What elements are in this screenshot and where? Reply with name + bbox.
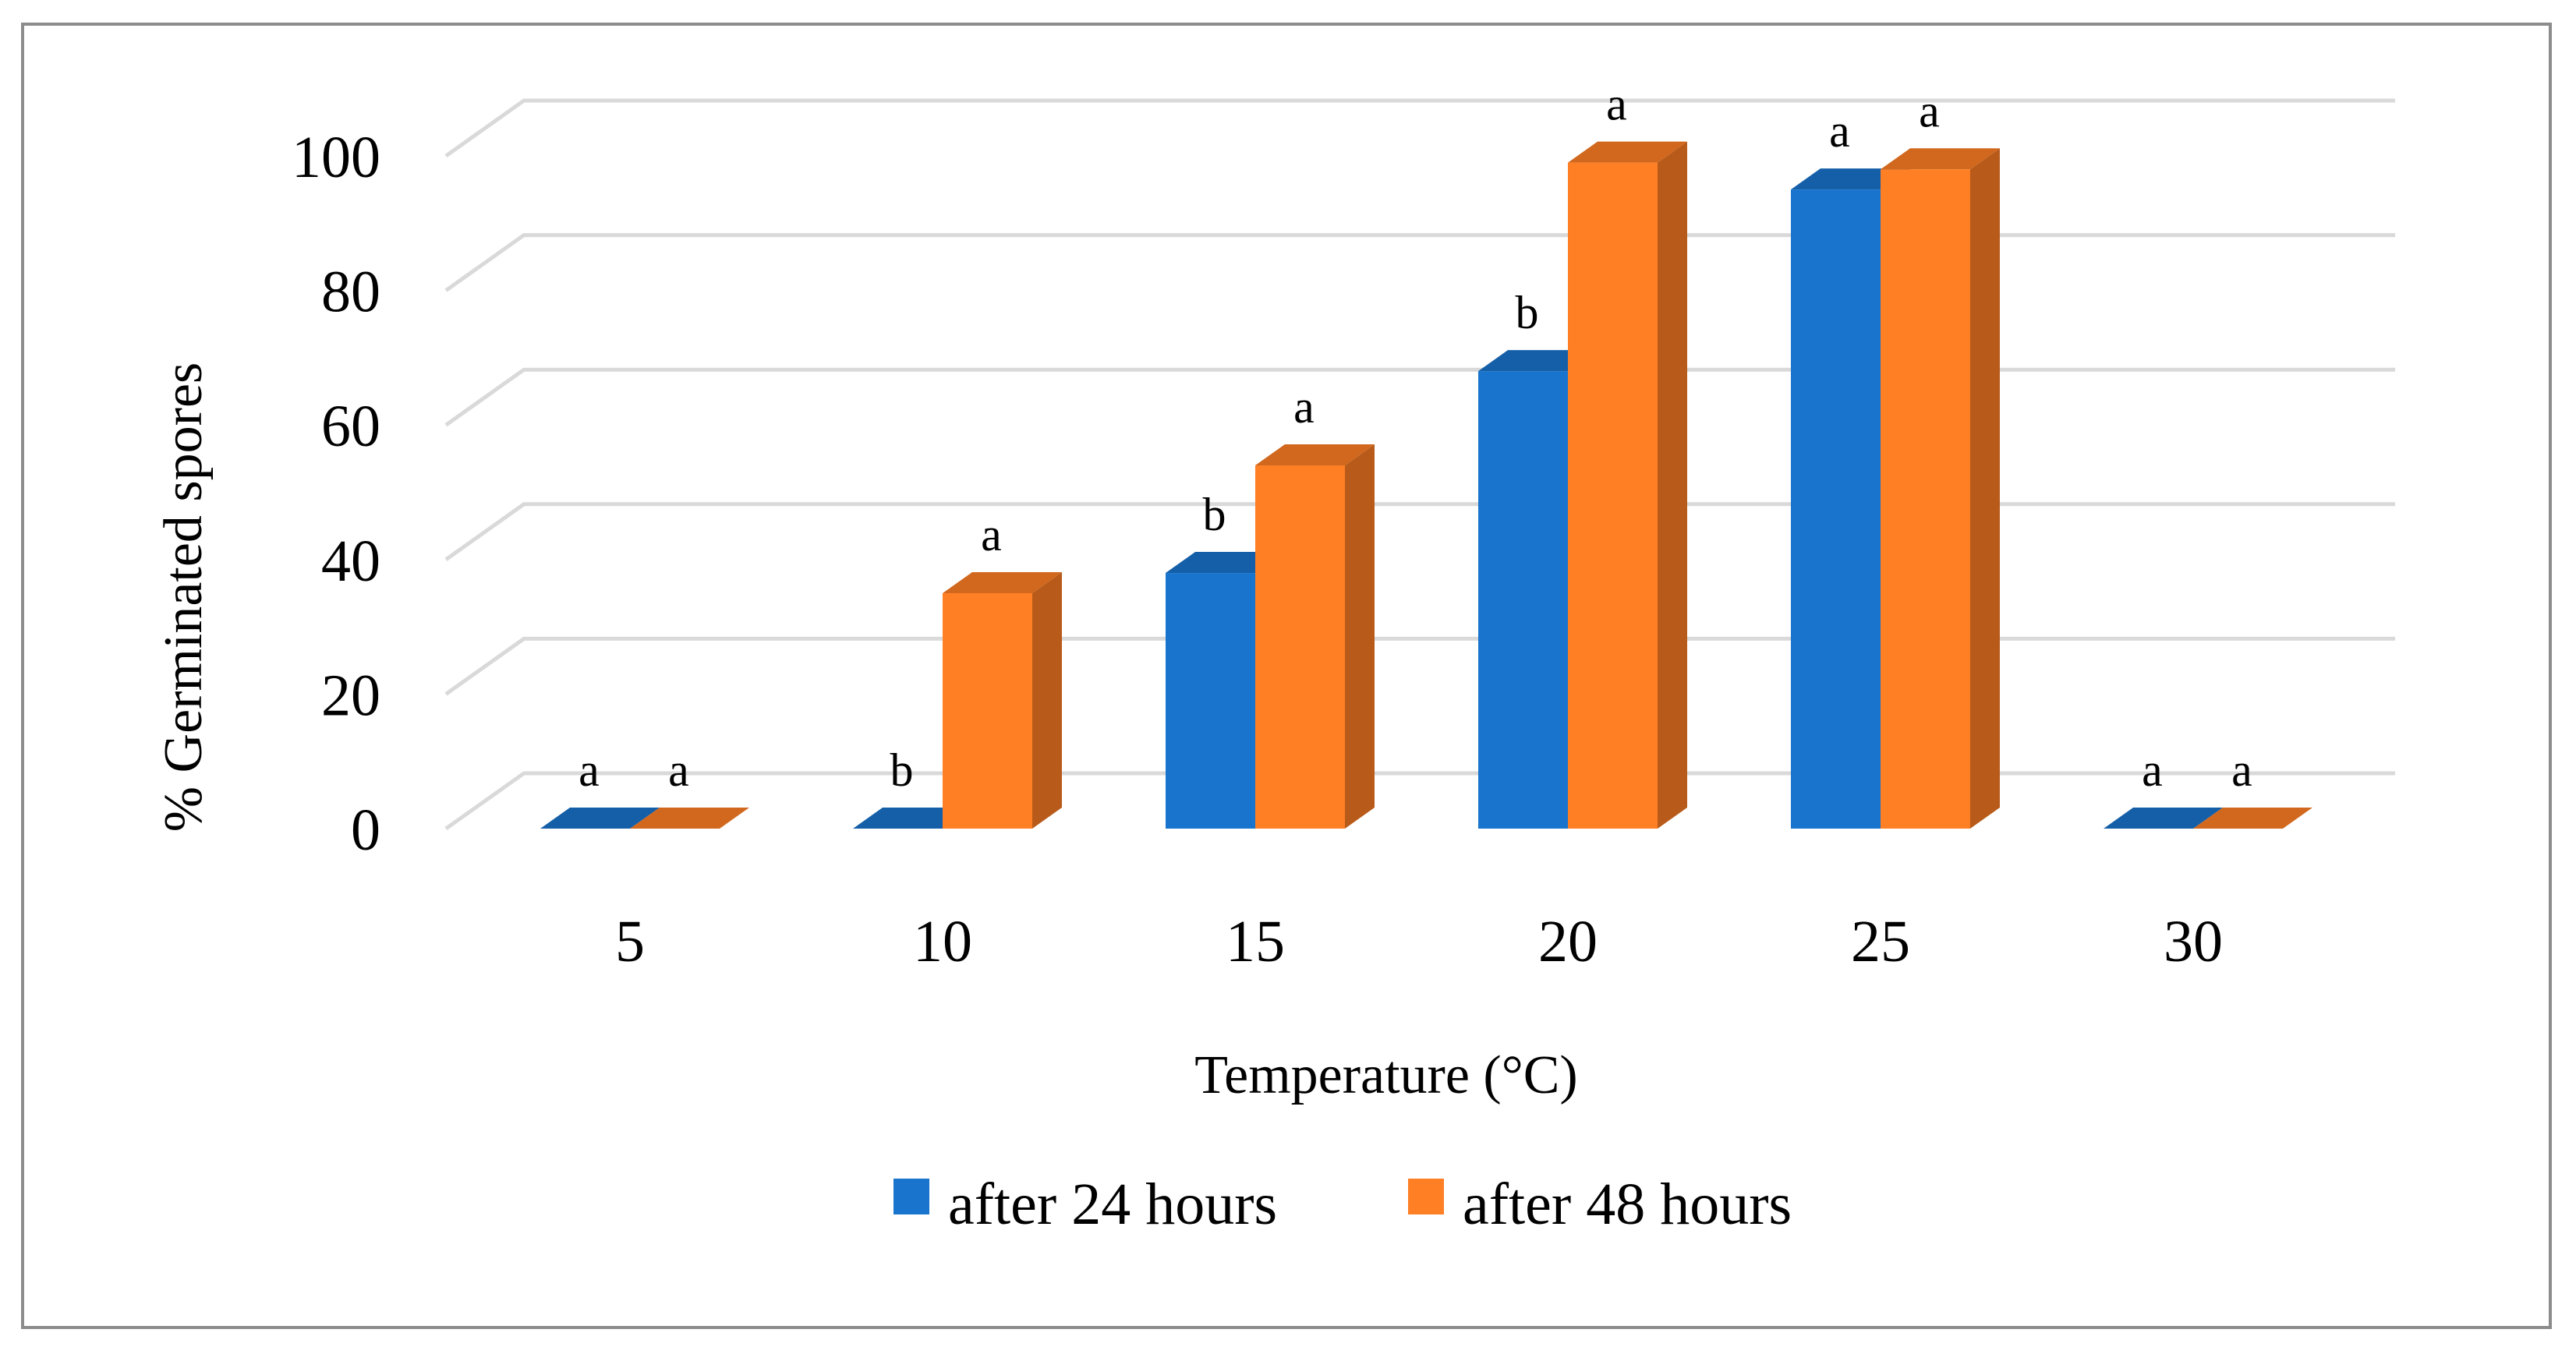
x-tick-label-25: 25 [1851, 909, 1910, 974]
significance-label: a [579, 744, 600, 796]
gridline [444, 771, 2395, 831]
legend-label-48h: after 48 hours [1463, 1172, 1792, 1237]
bar-after-24-hours-10 [853, 808, 972, 829]
significance-label: a [2142, 744, 2163, 796]
gridline [444, 502, 2395, 561]
bar-after-48-hours-10 [943, 571, 1062, 829]
gridline [444, 636, 2395, 696]
bar-after-24-hours-30 [2104, 808, 2223, 829]
bars [540, 141, 2312, 829]
x-axis-categories: 5 10 15 20 25 30 [615, 909, 2223, 974]
significance-label: b [890, 744, 914, 796]
significance-label: b [1516, 287, 1539, 338]
y-tick-label: 20 [321, 663, 380, 728]
significance-label: a [1829, 105, 1850, 157]
y-tick-label: 80 [321, 260, 380, 325]
y-axis-title: % Germinated spores [154, 362, 214, 833]
gridline [444, 98, 2395, 158]
x-axis-title: Temperature (°C) [1194, 1045, 1577, 1105]
bar-after-48-hours-25 [1881, 148, 2000, 829]
x-tick-label-5: 5 [615, 909, 645, 974]
significance-label: a [1919, 85, 1940, 136]
bar-after-48-hours-5 [630, 808, 749, 829]
y-axis-ticks: 0 20 40 60 80 100 [292, 125, 380, 863]
significance-label: a [1606, 79, 1627, 130]
significance-letters: a a b a b a b a a a a a [579, 79, 2252, 796]
significance-label: a [981, 509, 1002, 560]
bar-after-48-hours-15 [1255, 444, 1375, 829]
significance-label: a [668, 744, 689, 796]
significance-label: a [2231, 744, 2252, 796]
y-tick-label: 100 [292, 125, 380, 190]
gridline [444, 367, 2395, 427]
legend-swatch-24h [893, 1179, 929, 1214]
x-tick-label-30: 30 [2164, 909, 2223, 974]
bar-after-24-hours-5 [540, 808, 660, 829]
legend-swatch-48h [1408, 1179, 1444, 1214]
y-tick-label: 40 [321, 529, 380, 594]
legend: after 24 hours after 48 hours [893, 1172, 1792, 1237]
bar-after-48-hours-30 [2193, 808, 2312, 829]
x-tick-label-20: 20 [1538, 909, 1598, 974]
gridline [444, 233, 2395, 292]
x-tick-label-15: 15 [1226, 909, 1285, 974]
significance-label: b [1203, 489, 1226, 540]
bar-after-48-hours-20 [1568, 141, 1687, 829]
significance-label: a [1293, 381, 1315, 433]
gridlines [444, 98, 2395, 831]
y-tick-label: 60 [321, 394, 380, 459]
x-tick-label-10: 10 [913, 909, 972, 974]
y-tick-label: 0 [351, 797, 380, 863]
legend-label-24h: after 24 hours [948, 1172, 1277, 1237]
